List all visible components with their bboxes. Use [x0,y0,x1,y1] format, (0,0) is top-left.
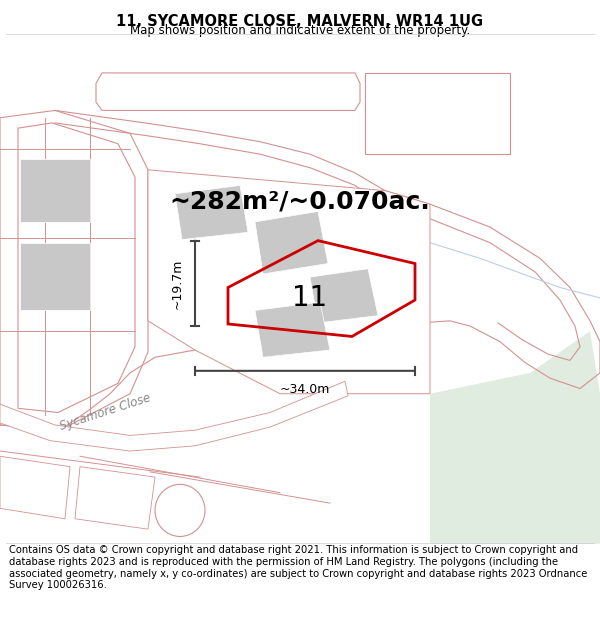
Polygon shape [20,159,90,222]
Text: Map shows position and indicative extent of the property.: Map shows position and indicative extent… [130,24,470,37]
Polygon shape [310,269,378,323]
Polygon shape [0,456,70,519]
Polygon shape [0,111,148,430]
Polygon shape [365,73,510,154]
Polygon shape [255,302,330,358]
Polygon shape [175,186,248,239]
Text: Sycamore Close: Sycamore Close [58,392,152,433]
Polygon shape [255,211,328,274]
Text: ~34.0m: ~34.0m [280,383,330,396]
Polygon shape [430,331,600,544]
Text: Contains OS data © Crown copyright and database right 2021. This information is : Contains OS data © Crown copyright and d… [9,546,587,590]
Text: ~282m²/~0.070ac.: ~282m²/~0.070ac. [170,189,430,213]
Text: ~19.7m: ~19.7m [170,258,184,309]
Text: 11: 11 [292,284,328,312]
Polygon shape [20,242,90,311]
Polygon shape [148,170,430,394]
Polygon shape [18,123,135,412]
Polygon shape [0,381,348,451]
Circle shape [155,484,205,536]
Polygon shape [96,73,360,111]
Text: 11, SYCAMORE CLOSE, MALVERN, WR14 1UG: 11, SYCAMORE CLOSE, MALVERN, WR14 1UG [116,14,484,29]
Polygon shape [75,467,155,529]
